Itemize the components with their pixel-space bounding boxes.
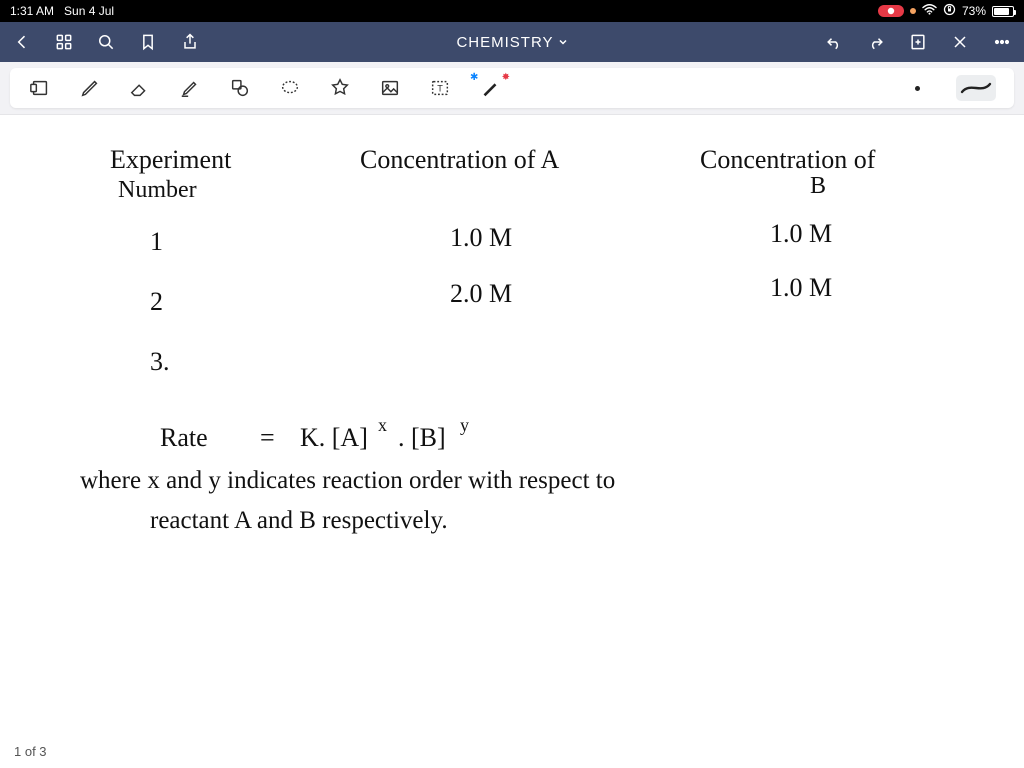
brush-size-button[interactable] <box>915 86 920 91</box>
stickers-tool[interactable] <box>328 76 352 100</box>
hw-row1-b: 1.0 M <box>770 219 832 249</box>
document-title: CHEMISTRY <box>456 34 553 51</box>
spark-icon: ✸ <box>502 72 510 83</box>
status-left: 1:31 AM Sun 4 Jul <box>10 4 114 18</box>
hw-row2-num: 2 <box>150 287 163 317</box>
screen-record-pill[interactable] <box>878 5 904 17</box>
toolbar-wrap: T ✱ ✸ <box>0 62 1024 115</box>
hw-row1-a: 1.0 M <box>450 223 512 253</box>
chevron-down-icon <box>558 34 568 51</box>
hw-header-conc-of: Concentration of <box>700 145 875 175</box>
add-page-button[interactable] <box>908 32 928 52</box>
hw-header-number: Number <box>118 177 197 204</box>
status-time: 1:31 AM <box>10 4 54 18</box>
search-button[interactable] <box>96 32 116 52</box>
orientation-lock-icon <box>943 3 956 19</box>
redo-button[interactable] <box>866 32 886 52</box>
svg-text:T: T <box>437 84 443 94</box>
bluetooth-icon: ✱ <box>470 72 478 83</box>
document-title-button[interactable]: CHEMISTRY <box>200 34 824 51</box>
status-right: 73% <box>878 3 1014 19</box>
hw-row2-b: 1.0 M <box>770 273 832 303</box>
share-button[interactable] <box>180 32 200 52</box>
status-date: Sun 4 Jul <box>64 4 114 18</box>
eraser-tool[interactable] <box>128 76 152 100</box>
back-button[interactable] <box>12 32 32 52</box>
pen-tool[interactable] <box>78 76 102 100</box>
grid-view-button[interactable] <box>54 32 74 52</box>
hw-row3-num: 3. <box>150 347 170 377</box>
hw-line3: reactant A and B respectively. <box>150 507 448 535</box>
laser-pointer-tool[interactable]: ✱ ✸ <box>478 76 502 100</box>
battery-icon <box>992 6 1014 17</box>
bookmark-button[interactable] <box>138 32 158 52</box>
text-tool[interactable]: T <box>428 76 452 100</box>
status-bar: 1:31 AM Sun 4 Jul 73% <box>0 0 1024 22</box>
hw-eq-x: x <box>378 415 387 436</box>
toolbar: T ✱ ✸ <box>10 68 1014 108</box>
hw-header-conc-a: Concentration of A <box>360 145 559 175</box>
templates-tool[interactable] <box>28 76 52 100</box>
battery-percent: 73% <box>962 4 986 18</box>
more-button[interactable] <box>992 32 1012 52</box>
note-canvas[interactable]: Experiment Number Concentration of A Con… <box>0 115 1024 768</box>
page-indicator: 1 of 3 <box>14 744 47 759</box>
hw-row2-a: 2.0 M <box>450 279 512 309</box>
lasso-tool[interactable] <box>278 76 302 100</box>
hw-eq-b: . [B] <box>398 423 446 453</box>
hw-header-b: B <box>810 173 826 200</box>
app-nav-bar: CHEMISTRY <box>0 22 1024 62</box>
close-button[interactable] <box>950 32 970 52</box>
hw-eq-ka: K. [A] <box>300 423 368 453</box>
hw-eq-y: y <box>460 415 469 436</box>
image-tool[interactable] <box>378 76 402 100</box>
hw-eq-equals: = <box>260 423 275 453</box>
stroke-style-button[interactable] <box>956 75 996 101</box>
highlighter-tool[interactable] <box>178 76 202 100</box>
hw-eq-rate: Rate <box>160 423 208 453</box>
hw-row1-num: 1 <box>150 227 163 257</box>
privacy-dot-icon <box>910 8 916 14</box>
undo-button[interactable] <box>824 32 844 52</box>
shapes-tool[interactable] <box>228 76 252 100</box>
hw-line2: where x and y indicates reaction order w… <box>80 467 615 495</box>
hw-header-experiment: Experiment <box>110 145 231 175</box>
wifi-icon <box>922 4 937 18</box>
